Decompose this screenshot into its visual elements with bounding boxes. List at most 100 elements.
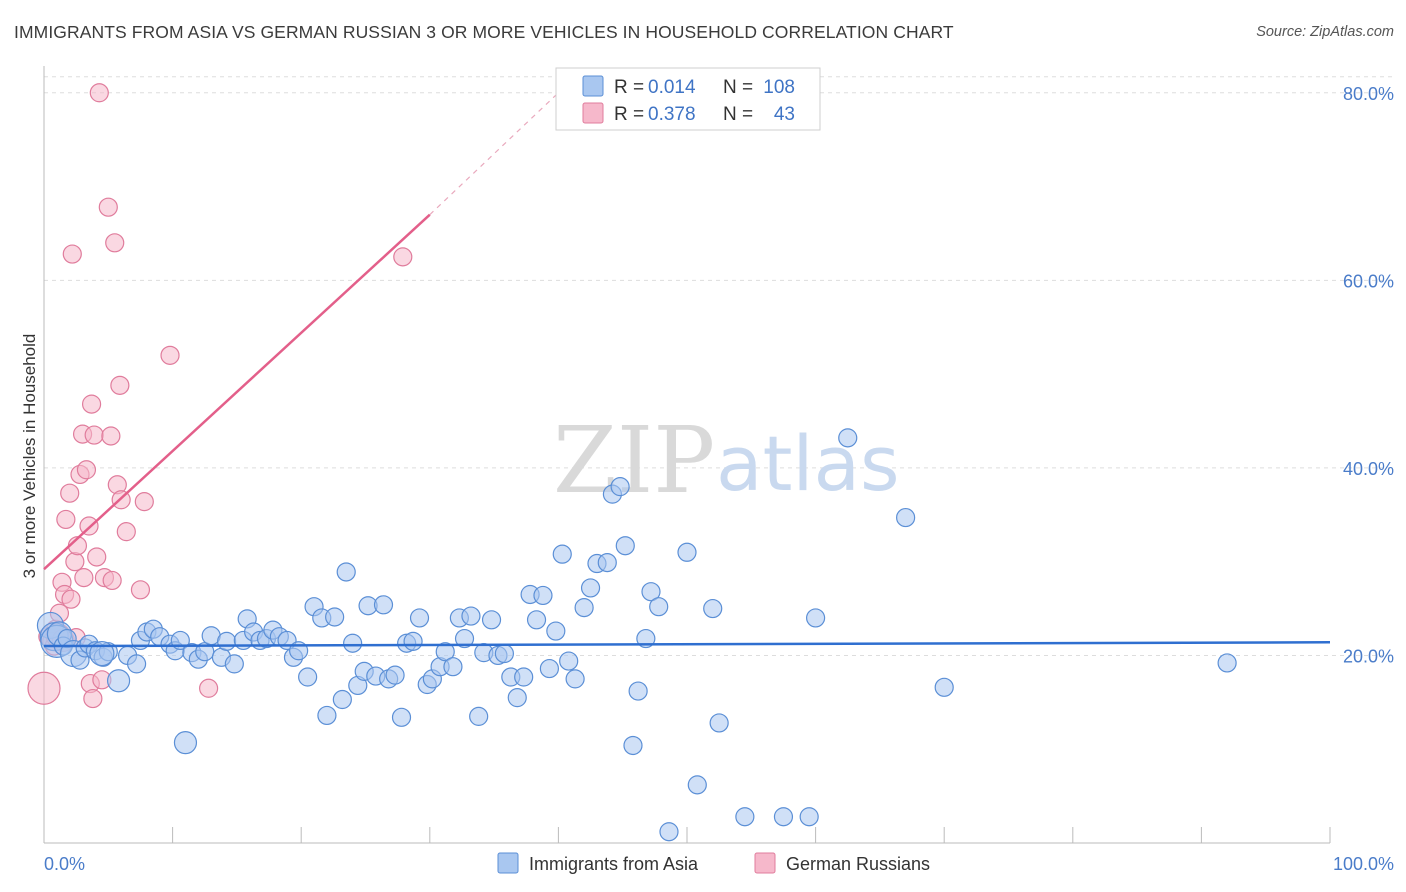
scatter-point — [565, 669, 585, 689]
scatter-point — [597, 552, 617, 573]
trend-line-german-russians-extension — [429, 92, 559, 216]
legend-label-asia: Immigrants from Asia — [529, 854, 699, 874]
stats-legend-swatch-pink — [582, 102, 604, 124]
scatter-point — [83, 688, 103, 709]
scatter-point — [805, 608, 826, 628]
stats-legend-r-label: R = — [614, 104, 644, 125]
scatter-point — [610, 477, 630, 497]
scatter-point — [87, 547, 107, 567]
y-tick-label: 60.0% — [1343, 271, 1394, 291]
scatter-point — [61, 589, 81, 609]
scatter-point — [461, 606, 481, 626]
scatter-point — [539, 658, 559, 679]
scatter-point — [659, 822, 679, 842]
axes — [43, 66, 1331, 844]
x-tick-label-min: 0.0% — [44, 854, 85, 874]
scatter-point — [838, 428, 858, 448]
scatter-point — [514, 667, 534, 687]
scatter-point — [393, 247, 413, 267]
scatter-point — [623, 735, 643, 756]
trend-line-german-russians — [43, 213, 431, 571]
scatter-point — [773, 807, 794, 827]
scatter-point — [102, 570, 122, 591]
stats-legend-r-value: 0.378 — [648, 104, 696, 125]
chart-title: IMMIGRANTS FROM ASIA VS GERMAN RUSSIAN 3… — [14, 22, 954, 42]
scatter-point — [130, 580, 151, 600]
scatter-point — [580, 578, 601, 598]
scatter-point — [546, 621, 566, 641]
scatter-point — [343, 633, 363, 653]
scatter-point — [105, 233, 125, 253]
scatter-point — [709, 713, 729, 733]
scatter-point — [385, 665, 405, 685]
scatter-point — [615, 536, 635, 556]
stats-legend-n-value: 43 — [774, 104, 795, 125]
watermark-atlas: atlas — [716, 419, 900, 508]
scatter-point — [735, 807, 755, 827]
scatter-point — [116, 522, 136, 542]
trend-lines — [43, 92, 1331, 648]
stats-legend-n-label: N = — [723, 77, 753, 98]
scatter-point — [677, 542, 697, 562]
bottom-legend: Immigrants from Asia German Russians — [497, 852, 930, 874]
y-tick-label: 80.0% — [1343, 84, 1394, 104]
scatter-point — [98, 197, 118, 217]
scatter-point — [403, 631, 423, 651]
scatter-point — [559, 651, 579, 671]
scatter-point — [409, 608, 430, 628]
scatter-point — [217, 631, 237, 651]
legend-swatch-asia — [497, 852, 519, 874]
scatter-point — [27, 671, 61, 705]
stats-legend-n-label: N = — [723, 104, 753, 125]
scatter-point — [435, 642, 455, 662]
scatter-point — [89, 83, 109, 103]
watermark: ZIP atlas — [553, 407, 900, 514]
scatter-point — [896, 507, 916, 528]
stats-legend-r-label: R = — [614, 77, 644, 98]
scatter-point — [1217, 653, 1237, 673]
trend-line-asia — [43, 641, 1331, 648]
scatter-point — [62, 244, 82, 264]
series-german-russians — [27, 83, 413, 709]
y-tick-label: 20.0% — [1343, 646, 1394, 666]
stats-legend-r-value: 0.014 — [648, 77, 696, 98]
scatter-point — [74, 568, 94, 588]
scatter-point — [373, 595, 394, 615]
y-tick-labels: 20.0% 40.0% 60.0% 80.0% — [1343, 84, 1394, 667]
scatter-point — [649, 597, 669, 617]
scatter-point — [454, 628, 475, 649]
y-axis-label: 3 or more Vehicles in Household — [20, 334, 39, 579]
watermark-zip: ZIP — [553, 407, 715, 514]
scatter-point — [687, 775, 707, 795]
scatter-point — [628, 681, 648, 701]
scatter-point — [574, 598, 594, 618]
scatter-point — [84, 425, 104, 445]
legend-label-german-russians: German Russians — [786, 854, 930, 874]
scatter-point — [134, 492, 154, 512]
series-immigrants-from-asia — [36, 428, 1237, 842]
scatter-point — [391, 707, 412, 727]
scatter-point — [641, 582, 661, 602]
scatter-point — [443, 657, 463, 677]
scatter-point — [60, 483, 80, 503]
gridlines — [44, 76, 1393, 656]
scatter-point — [934, 677, 954, 697]
scatter-point — [199, 678, 219, 698]
scatter-point — [173, 731, 198, 755]
stats-legend-swatch-blue — [582, 75, 604, 97]
scatter-point — [332, 689, 352, 710]
scatter-point — [126, 654, 147, 674]
scatter-point — [481, 610, 502, 630]
scatter-point — [494, 643, 514, 664]
stats-legend-n-value: 108 — [763, 77, 795, 98]
scatter-point — [703, 598, 723, 619]
scatter-point — [552, 544, 572, 564]
scatter-point — [298, 667, 318, 687]
source-label: Source: ZipAtlas.com — [1256, 24, 1394, 40]
y-tick-label: 40.0% — [1343, 459, 1394, 479]
scatter-point — [160, 345, 180, 365]
scatter-point — [526, 610, 547, 630]
scatter-point — [65, 552, 85, 572]
scatter-point — [533, 585, 553, 606]
